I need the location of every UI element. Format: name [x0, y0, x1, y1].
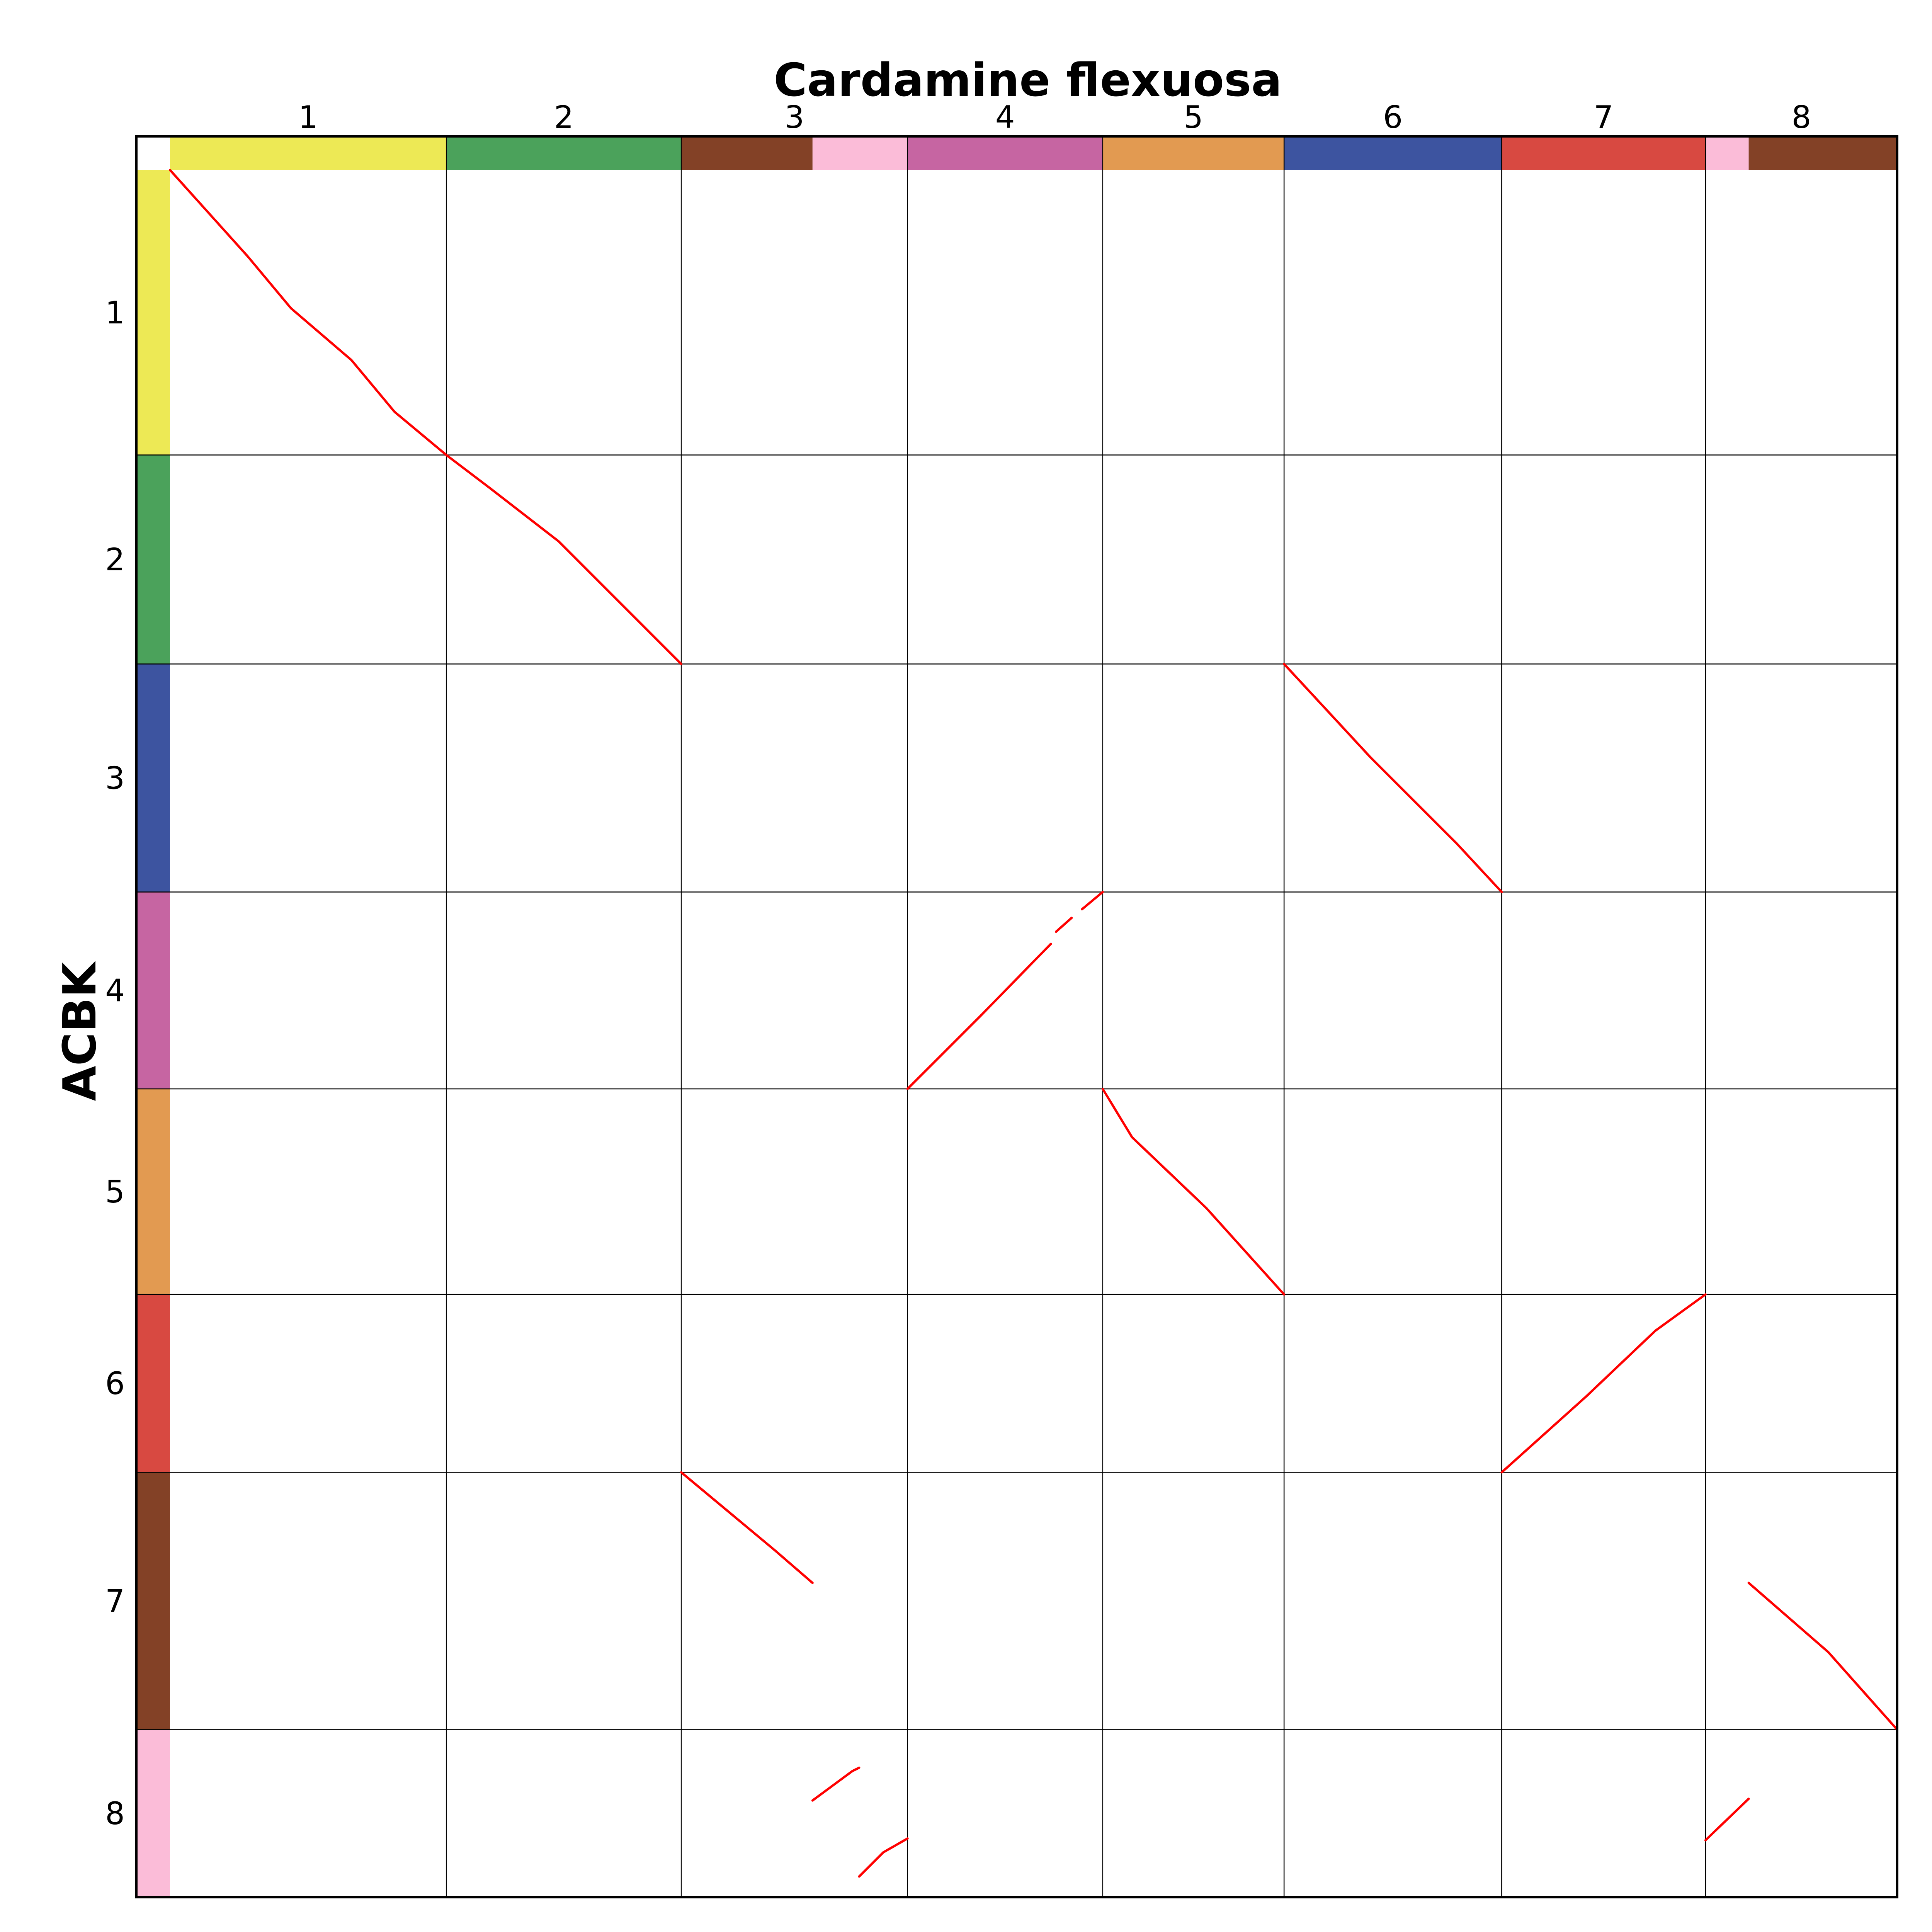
- y-tick-label-4: 4: [105, 973, 125, 1009]
- chromosome-grid: [136, 136, 1897, 1897]
- x-tick-label-7: 7: [1594, 99, 1614, 135]
- y-tick-label-3: 3: [105, 760, 125, 796]
- y-tick-label-6: 6: [105, 1366, 125, 1401]
- y-color-segment-6: [136, 1294, 170, 1473]
- y-tick-labels: 1 2 3 4 5 6 7 8: [105, 295, 125, 1832]
- synteny-segment-13: [1704, 1798, 1750, 1842]
- x-color-segment-8: [1502, 136, 1706, 170]
- synteny-segment-12: [858, 1837, 909, 1878]
- synteny-segment-6: [1081, 891, 1104, 911]
- x-color-segment-10: [1748, 136, 1897, 170]
- synteny-segment-3: [1283, 663, 1503, 893]
- x-color-segment-1: [170, 136, 447, 170]
- y-tick-label-1: 1: [105, 295, 125, 331]
- y-color-segment-3: [136, 664, 170, 892]
- x-tick-label-8: 8: [1791, 99, 1811, 135]
- synteny-segment-2: [445, 454, 683, 665]
- synteny-segment-8: [1500, 1293, 1707, 1474]
- y-tick-label-2: 2: [105, 542, 125, 578]
- y-color-segment-1: [136, 170, 170, 455]
- synteny-lines: [169, 169, 1898, 1878]
- x-tick-label-6: 6: [1383, 99, 1403, 135]
- synteny-segment-10: [1747, 1582, 1898, 1731]
- x-tick-label-5: 5: [1184, 99, 1203, 135]
- x-tick-label-1: 1: [298, 99, 318, 135]
- y-color-segment-4: [136, 892, 170, 1089]
- y-tick-label-5: 5: [105, 1174, 125, 1210]
- y-tick-label-7: 7: [105, 1583, 125, 1619]
- x-axis-title: Cardamine flexuosa: [774, 53, 1282, 107]
- synteny-segment-4: [906, 942, 1052, 1090]
- x-chromosome-color-bar: [170, 136, 1897, 170]
- synteny-segment-1: [169, 169, 448, 456]
- synteny-segment-11: [811, 1766, 861, 1802]
- x-tick-label-4: 4: [995, 99, 1015, 135]
- synteny-segment-5: [1055, 917, 1073, 933]
- x-color-segment-7: [1284, 136, 1502, 170]
- x-tick-label-3: 3: [784, 99, 804, 135]
- synteny-segment-9: [680, 1471, 814, 1584]
- y-tick-label-8: 8: [105, 1796, 125, 1832]
- plot-frame: [135, 135, 1898, 1898]
- x-color-segment-4: [812, 136, 908, 170]
- y-chromosome-color-bar: [136, 170, 170, 1897]
- y-color-segment-5: [136, 1089, 170, 1294]
- x-tick-label-2: 2: [554, 99, 574, 135]
- x-color-segment-3: [681, 136, 813, 170]
- y-axis-title: ACBK: [53, 961, 106, 1101]
- y-color-segment-2: [136, 455, 170, 664]
- x-color-segment-9: [1705, 136, 1749, 170]
- x-color-segment-2: [446, 136, 682, 170]
- y-color-segment-8: [136, 1730, 170, 1897]
- x-color-segment-5: [907, 136, 1103, 170]
- x-color-segment-6: [1102, 136, 1284, 170]
- synteny-segment-7: [1101, 1088, 1286, 1296]
- x-tick-labels: 1 2 3 4 5 6 7 8: [298, 99, 1811, 135]
- y-color-segment-7: [136, 1472, 170, 1730]
